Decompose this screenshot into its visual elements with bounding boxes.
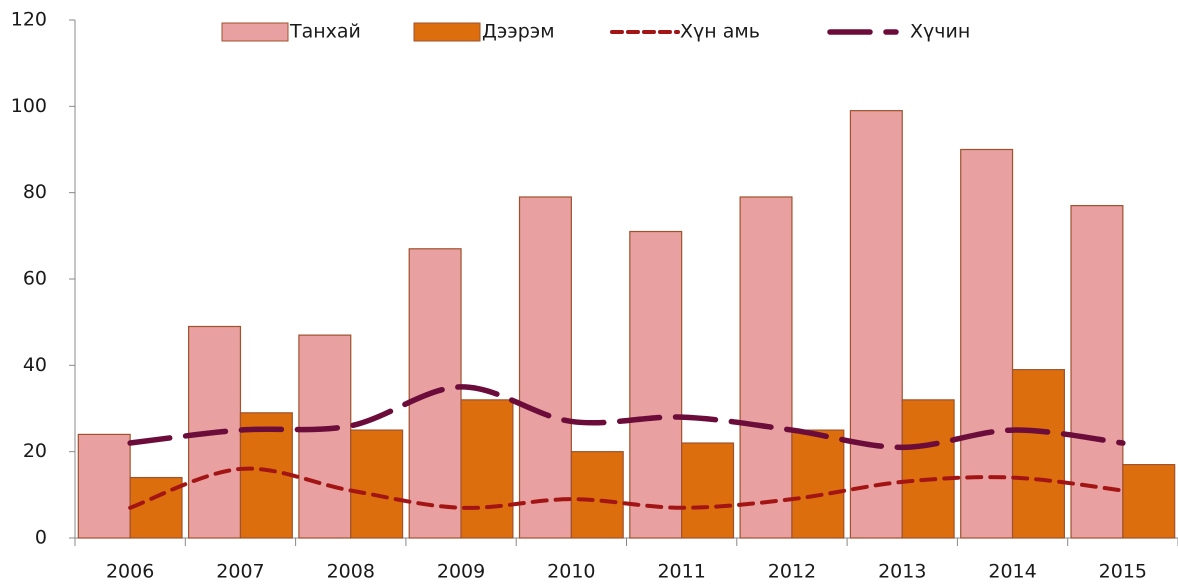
- y-tick-label: 60: [23, 268, 47, 290]
- x-tick-label: 2008: [327, 561, 375, 583]
- legend-label: Дээрэм: [482, 21, 555, 43]
- legend-label: Хүн амь: [680, 21, 760, 43]
- legend-label: Танхай: [289, 21, 361, 43]
- x-tick-label: 2013: [878, 561, 926, 583]
- x-tick-label: 2011: [657, 561, 705, 583]
- x-tick-label: 2015: [1099, 561, 1147, 583]
- legend-label: Хүчин: [910, 21, 970, 43]
- y-tick-label: 80: [23, 181, 47, 203]
- bar: [849, 110, 903, 539]
- x-tick-label: 2010: [547, 561, 595, 583]
- bar: [960, 148, 1014, 539]
- x-tick-label: 2012: [768, 561, 816, 583]
- bar: [791, 429, 845, 539]
- line: [128, 466, 1125, 510]
- x-tick-label: 2007: [216, 561, 264, 583]
- bar: [460, 399, 514, 539]
- y-tick-label: 120: [11, 9, 47, 31]
- legend-swatch: [221, 22, 289, 42]
- bar: [298, 334, 352, 539]
- x-tick-label: 2014: [988, 561, 1036, 583]
- line: [127, 384, 1126, 451]
- bar: [239, 412, 293, 539]
- legend-swatch: [413, 22, 481, 42]
- x-tick-label: 2009: [437, 561, 485, 583]
- bar: [739, 196, 793, 539]
- bar: [518, 196, 572, 539]
- bar: [681, 442, 735, 539]
- bar: [77, 433, 131, 539]
- bar: [350, 429, 404, 539]
- bar: [1122, 464, 1176, 539]
- x-tick-label: 2006: [106, 561, 154, 583]
- bar: [1070, 205, 1124, 539]
- bar: [570, 451, 624, 539]
- y-tick-label: 100: [11, 95, 47, 117]
- y-tick-label: 40: [23, 354, 47, 376]
- y-tick-label: 20: [23, 440, 47, 462]
- bar: [901, 399, 955, 539]
- bar: [629, 230, 683, 539]
- bar: [1011, 369, 1065, 539]
- y-tick-label: 0: [35, 527, 47, 549]
